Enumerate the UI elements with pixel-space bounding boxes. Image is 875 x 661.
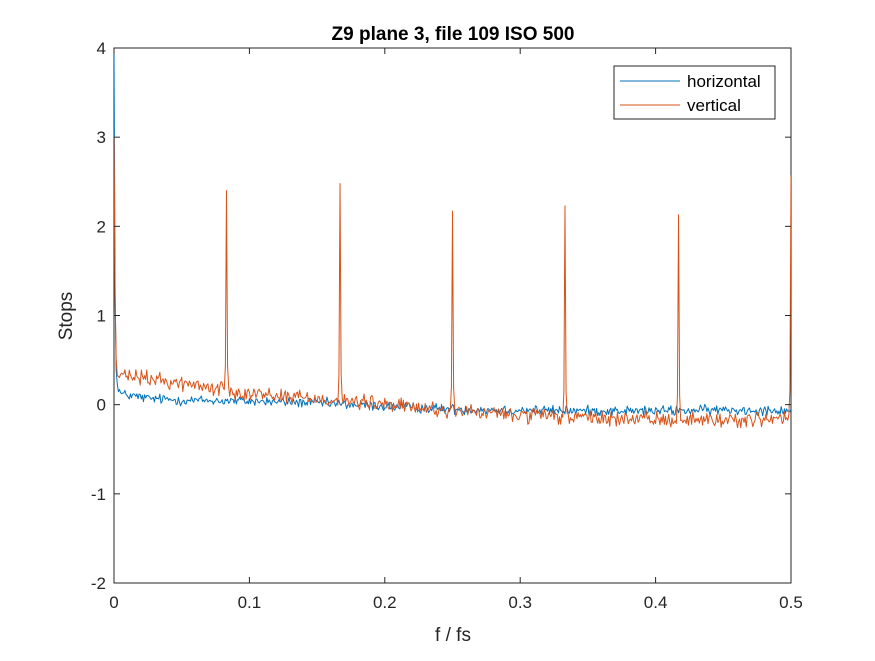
x-tick-label: 0.2 [373,593,397,612]
chart-title: Z9 plane 3, file 109 ISO 500 [332,24,575,45]
series-line-horizontal [114,47,791,417]
traces [114,47,791,429]
y-tick-label: 2 [97,217,106,236]
x-tick-label: 0.4 [644,593,668,612]
legend-label: vertical [687,96,741,115]
x-tick-label: 0.1 [238,593,262,612]
x-axis-label: f / fs [435,625,471,646]
y-tick-label: 4 [97,39,106,58]
x-tick-label: 0 [109,593,118,612]
y-tick-label: 1 [97,307,106,326]
legend: horizontal vertical [613,65,776,120]
x-tick-label: 0.3 [508,593,532,612]
series-line-vertical [114,137,791,429]
y-axis-label: Stops [56,292,77,341]
legend-label: horizontal [687,72,761,91]
y-tick-label: -1 [91,485,106,504]
y-tick-label: 3 [97,128,106,147]
y-tick-label: -2 [91,574,106,593]
legend-box [613,65,776,120]
y-tick-label: 0 [97,396,106,415]
x-tick-label: 0.5 [779,593,803,612]
plot-area: 0 0.1 0.2 0.3 0.4 0.5 -2 -1 0 1 2 3 4 [91,39,803,612]
